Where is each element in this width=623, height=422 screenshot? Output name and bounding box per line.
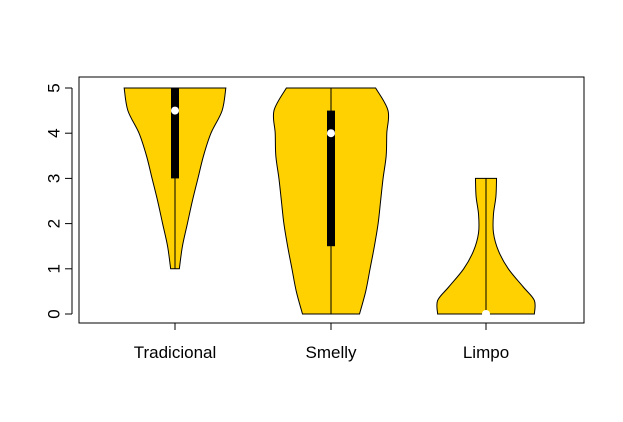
y-tick-label-5: 5 [44,83,63,92]
median-tradicional [171,106,179,115]
y-tick-label-4: 4 [44,128,63,137]
box-tradicional [171,88,179,179]
x-tick-label-limpo: Limpo [463,343,509,362]
violin-layer [123,87,536,318]
box-smelly [327,110,335,247]
y-tick-label-0: 0 [44,309,63,318]
y-tick-label-3: 3 [44,174,63,183]
x-tick-label-smelly: Smelly [305,343,357,362]
x-axis: Tradicional Smelly Limpo [134,322,509,362]
x-tick-label-tradicional: Tradicional [134,343,217,362]
y-axis: 0 1 2 3 4 5 [44,83,73,319]
median-limpo [482,310,490,318]
median-smelly [327,129,335,138]
y-tick-label-2: 2 [44,219,63,228]
y-tick-label-1: 1 [44,264,63,273]
